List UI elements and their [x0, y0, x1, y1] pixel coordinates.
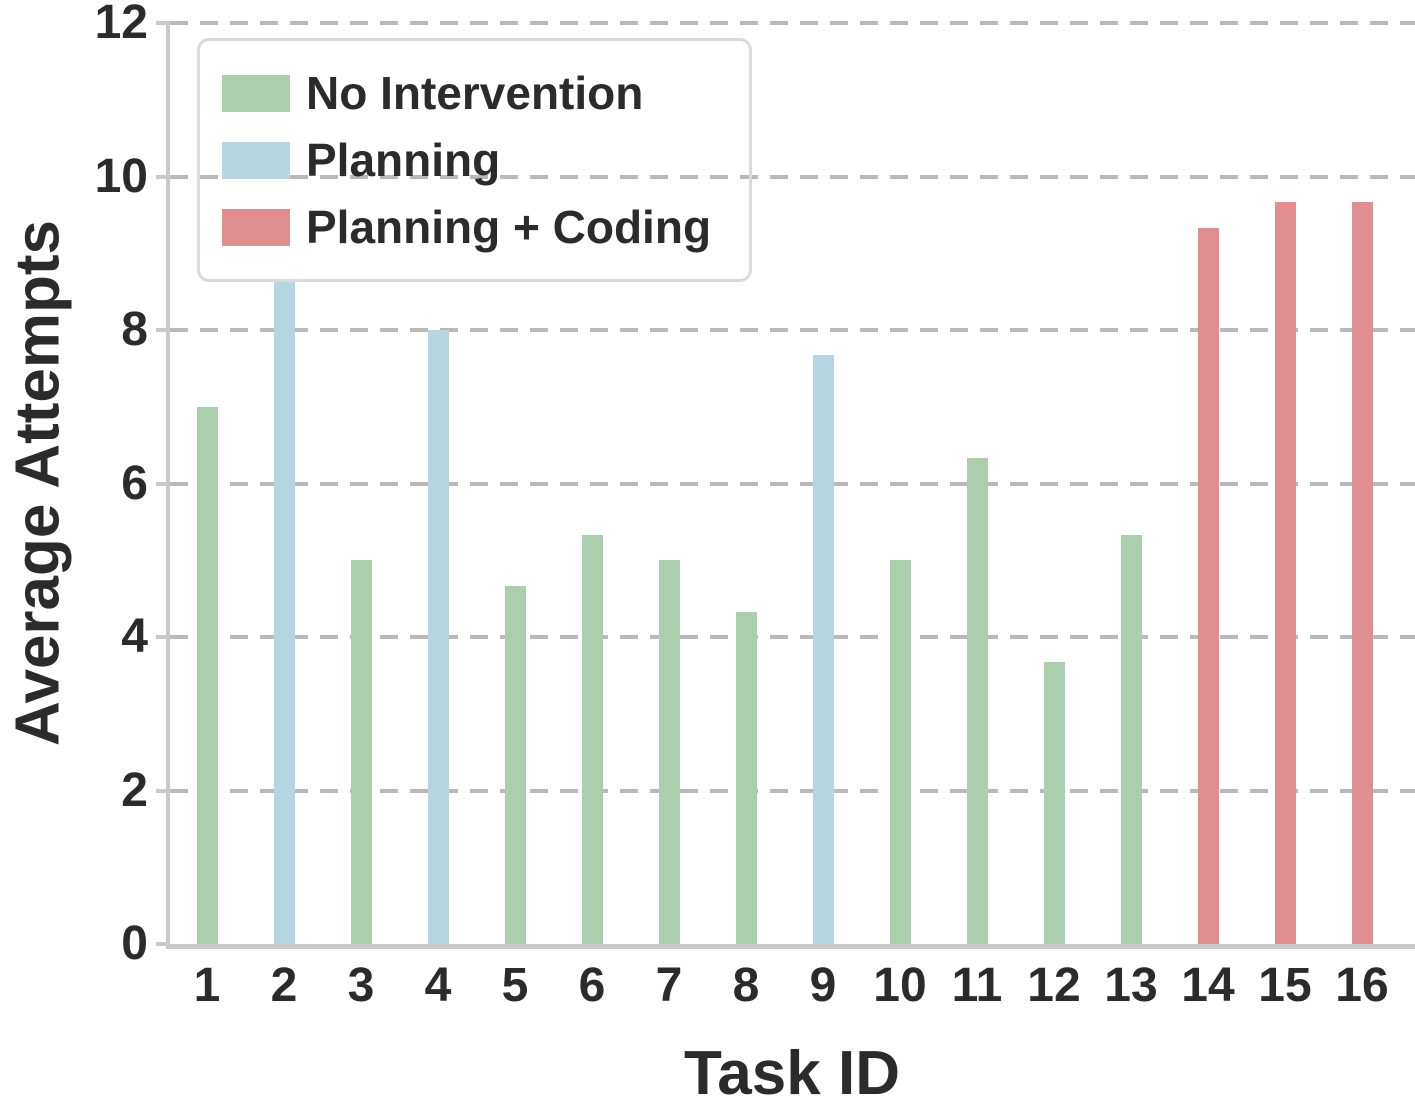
- legend: No Intervention Planning Planning + Coding: [197, 38, 752, 282]
- bar-task-1: [196, 406, 218, 944]
- bar-task-2: [273, 278, 295, 944]
- gridline-y-12: [170, 21, 1415, 25]
- legend-item-planning_coding: Planning + Coding: [222, 202, 749, 252]
- y-tick-mark-4: [156, 635, 170, 639]
- x-tick-label-16: 16: [1335, 959, 1389, 1012]
- x-tick-label-12: 12: [1027, 959, 1081, 1012]
- x-tick-label-2: 2: [270, 959, 298, 1012]
- legend-label-no_intervention: No Intervention: [306, 67, 644, 119]
- legend-swatch-planning: [222, 141, 290, 179]
- bar-task-13: [1120, 534, 1142, 944]
- legend-label-planning: Planning: [306, 134, 501, 186]
- y-tick-mark-0: [156, 942, 170, 946]
- y-tick-label-4: 4: [121, 610, 148, 663]
- bar-task-10: [889, 560, 911, 944]
- bar-task-14: [1197, 227, 1219, 944]
- y-tick-label-12: 12: [94, 0, 148, 49]
- x-axis-title: Task ID: [684, 1039, 900, 1107]
- x-tick-label-11: 11: [951, 959, 1003, 1012]
- y-tick-mark-12: [156, 21, 170, 25]
- y-tick-label-2: 2: [121, 763, 148, 817]
- legend-item-no_intervention: No Intervention: [222, 68, 749, 118]
- x-tick-label-13: 13: [1104, 959, 1158, 1012]
- legend-item-planning: Planning: [222, 135, 749, 185]
- y-tick-label-0: 0: [121, 917, 148, 970]
- y-tick-label-10: 10: [94, 149, 148, 203]
- bar-task-11: [966, 458, 988, 944]
- gridline-y-4: [170, 635, 1415, 639]
- x-axis-line: [170, 944, 1415, 949]
- y-tick-mark-2: [156, 788, 170, 793]
- bar-task-5: [504, 585, 526, 944]
- gridline-y-2: [170, 788, 1415, 793]
- x-tick-label-15: 15: [1258, 959, 1312, 1012]
- y-tick-mark-8: [156, 328, 170, 332]
- y-tick-label-8: 8: [121, 303, 148, 356]
- bar-task-6: [581, 534, 603, 944]
- x-tick-label-8: 8: [732, 959, 760, 1012]
- y-tick-label-6: 6: [121, 456, 148, 510]
- legend-swatch-planning_coding: [222, 208, 290, 246]
- gridline-y-10: [170, 174, 1415, 179]
- bar-task-12: [1043, 662, 1065, 944]
- y-tick-mark-6: [156, 481, 170, 486]
- bar-task-8: [735, 611, 757, 944]
- gridline-y-6: [170, 481, 1415, 486]
- bar-task-16: [1351, 201, 1373, 944]
- x-tick-label-5: 5: [501, 959, 529, 1012]
- gridline-y-8: [170, 328, 1415, 332]
- bar-task-7: [658, 560, 680, 944]
- x-tick-label-14: 14: [1181, 959, 1235, 1012]
- y-axis-line: [166, 23, 170, 949]
- bar-task-4: [427, 330, 449, 944]
- bar-task-15: [1274, 201, 1296, 944]
- y-axis-title: Average Attempts: [3, 219, 73, 747]
- bar-task-9: [812, 355, 834, 944]
- x-tick-label-9: 9: [809, 959, 837, 1012]
- bar-task-3: [350, 560, 372, 944]
- x-tick-label-10: 10: [873, 959, 927, 1012]
- x-tick-label-1: 1: [193, 959, 221, 1012]
- x-tick-label-6: 6: [578, 959, 606, 1012]
- x-tick-label-4: 4: [424, 959, 452, 1012]
- x-tick-label-7: 7: [655, 959, 683, 1012]
- x-tick-label-3: 3: [347, 959, 375, 1012]
- y-tick-mark-10: [156, 174, 170, 179]
- legend-swatch-no_intervention: [222, 74, 290, 112]
- legend-label-planning_coding: Planning + Coding: [306, 201, 712, 253]
